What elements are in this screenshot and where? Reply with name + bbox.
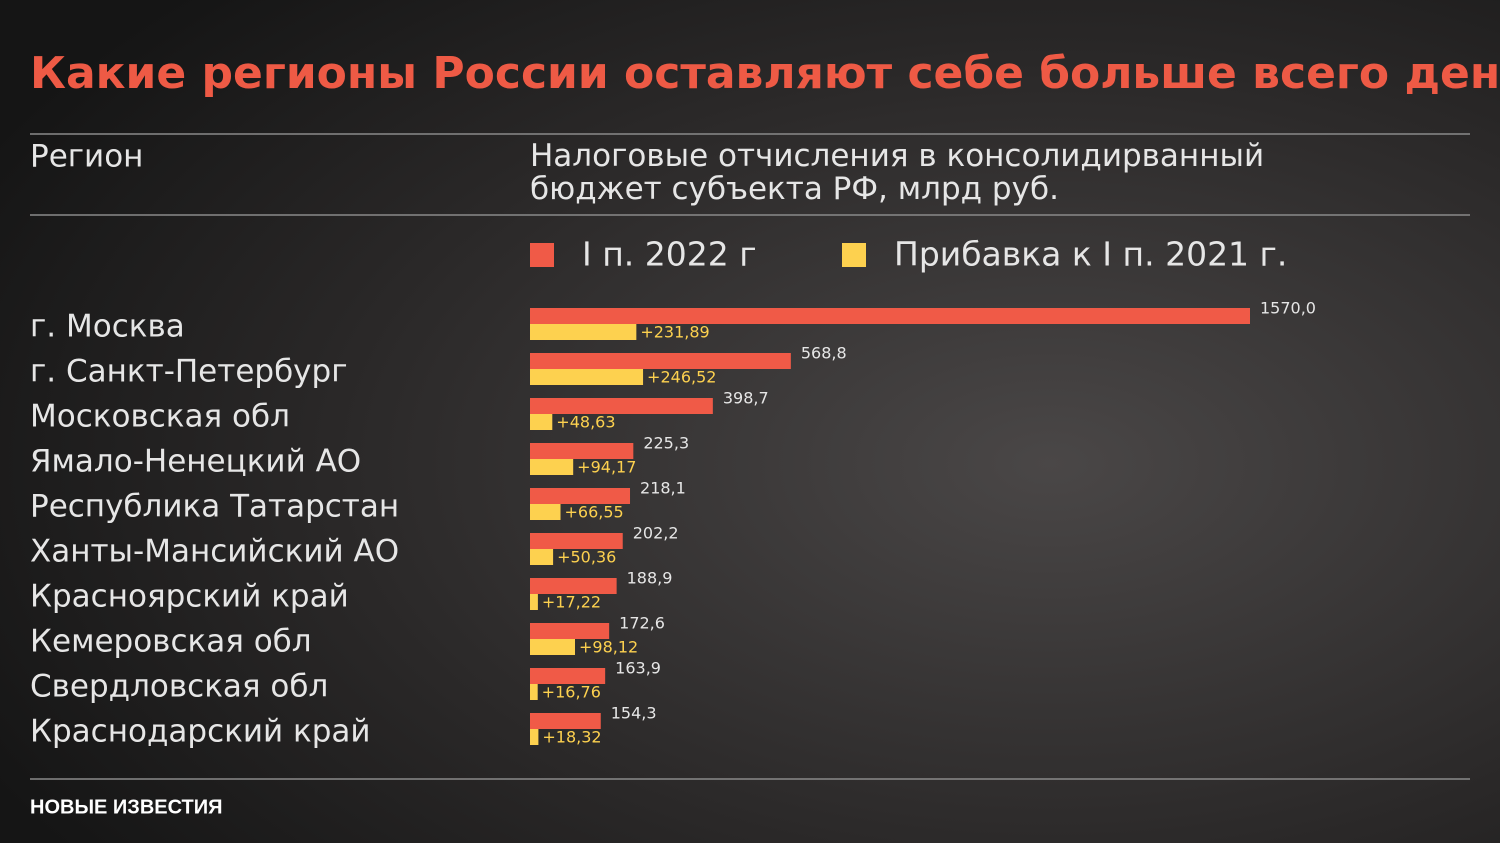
value-label: +94,17	[577, 458, 636, 477]
category-label: г. Санкт-Петербург	[30, 354, 348, 390]
bar	[530, 369, 644, 385]
value-label: +18,32	[542, 728, 601, 747]
value-label: 163,9	[615, 659, 661, 678]
bar	[530, 398, 713, 414]
category-label: Московская обл	[30, 399, 290, 435]
value-label: 568,8	[801, 344, 847, 363]
value-label: 225,3	[643, 434, 689, 453]
category-label: Краснодарский край	[30, 714, 371, 750]
value-label: 1570,0	[1260, 299, 1316, 318]
bar	[530, 713, 601, 729]
bar	[530, 504, 561, 520]
bar	[530, 414, 553, 430]
bar	[530, 668, 606, 684]
legend-swatch	[530, 243, 554, 267]
value-label: 154,3	[611, 704, 657, 723]
bar	[530, 353, 791, 369]
bar	[530, 488, 631, 504]
category-label: Республика Татарстан	[30, 489, 399, 525]
bar	[530, 533, 623, 549]
category-label: Ханты-Мансийский АО	[30, 534, 399, 570]
value-label: 202,2	[633, 524, 679, 543]
bar	[530, 623, 610, 639]
value-label: 172,6	[619, 614, 665, 633]
category-label: г. Москва	[30, 309, 185, 345]
value-label: +66,55	[565, 503, 624, 522]
bar	[530, 578, 617, 594]
bar	[530, 443, 634, 459]
bar	[530, 594, 538, 610]
value-label: +98,12	[579, 638, 638, 657]
bar	[530, 729, 539, 745]
value-label: 398,7	[723, 389, 769, 408]
value-label: 188,9	[627, 569, 673, 588]
chart-title: Какие регионы России оставляют себе боль…	[30, 48, 1500, 99]
value-label: 218,1	[640, 479, 686, 498]
value-label: +17,22	[542, 593, 601, 612]
value-label: +48,63	[556, 413, 615, 432]
value-label: +246,52	[647, 368, 716, 387]
value-label: +231,89	[640, 323, 709, 342]
category-label: Ямало-Ненецкий АО	[30, 444, 361, 480]
value-label: +16,76	[542, 683, 601, 702]
value-label: +50,36	[557, 548, 616, 567]
bar	[530, 459, 574, 475]
category-header: Регион	[30, 139, 143, 175]
bar	[530, 684, 538, 700]
legend-label: I п. 2022 г	[582, 235, 757, 274]
bar	[530, 324, 637, 340]
legend-label: Прибавка к I п. 2021 г.	[894, 235, 1287, 274]
bar	[530, 549, 554, 565]
logo: НОВЫЕ ИЗВЕСТИЯ	[30, 796, 223, 818]
legend-swatch	[842, 243, 866, 267]
value-header: Налоговые отчисления в консолидирванный …	[530, 138, 1265, 207]
bar	[530, 639, 575, 655]
category-label: Красноярский край	[30, 579, 349, 615]
category-label: Свердловская обл	[30, 669, 328, 705]
bar	[530, 308, 1250, 324]
category-label: Кемеровская обл	[30, 624, 312, 660]
